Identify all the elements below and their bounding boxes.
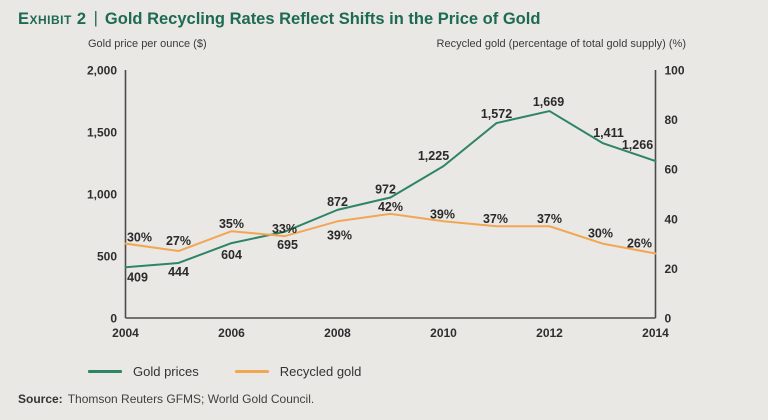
recycled-gold-data-label: 42% [378,200,403,214]
left-axis-tick-label: 1,500 [87,126,117,140]
gold-prices-data-label: 1,266 [622,138,653,152]
legend-item-gold-prices: Gold prices [88,364,199,379]
left-axis-tick-label: 1,000 [87,188,117,202]
x-axis-tick-label: 2012 [536,326,563,340]
left-axis-tick-label: 2,000 [87,64,117,78]
page-title: Gold Recycling Rates Reflect Shifts in t… [104,10,541,28]
recycled-gold-data-label: 33% [272,222,297,236]
recycled-gold-data-label: 37% [537,212,562,226]
x-axis-tick-label: 2014 [642,326,669,340]
recycled-gold-data-label: 27% [166,234,191,248]
gold-prices-line [124,110,657,269]
x-axis-tick-label: 2010 [430,326,457,340]
gold-prices-data-label: 1,225 [418,149,449,163]
right-axis-title: Recycled gold (percentage of total gold … [436,38,686,50]
recycled-gold-data-label: 30% [127,231,152,245]
x-axis-tick-label: 2006 [218,326,245,340]
recycled-gold-swatch [234,370,269,373]
source-note: Source: Thomson Reuters GFMS; World Gold … [18,392,314,406]
right-axis-tick-label: 0 [665,312,672,326]
exhibit-title: Exhibit 2 | Gold Recycling Rates Reflect S… [18,9,541,29]
gold-prices-data-label: 1,669 [533,95,564,109]
legend-label-recycled-gold: Recycled gold [279,364,362,379]
gold-prices-data-label: 444 [168,265,189,279]
gold-prices-data-label: 872 [327,195,348,209]
x-axis-tick-label: 2008 [324,326,351,340]
gold-prices-data-label: 695 [277,238,298,252]
legend-label-gold-prices: Gold prices [133,364,199,379]
gold-prices-data-label: 1,572 [481,107,512,121]
exhibit-label: Exhibit 2 [18,10,87,28]
gold-prices-swatch [88,370,122,373]
recycled-gold-data-label: 26% [627,237,652,251]
recycled-gold-data-label: 35% [219,217,244,231]
recycled-gold-data-label: 30% [588,227,613,241]
recycled-gold-data-label: 39% [327,228,352,242]
right-axis-tick-label: 20 [665,262,679,276]
legend: Gold prices Recycled gold [88,364,361,379]
right-axis-tick-label: 40 [665,212,679,226]
left-axis-tick-label: 0 [110,312,117,326]
source-text: Thomson Reuters GFMS; World Gold Council… [67,392,315,406]
recycled-gold-line [124,212,657,255]
left-axis-tick-label: 500 [97,250,117,264]
gold-prices-data-label: 1,411 [593,126,624,140]
title-separator: | [93,9,98,27]
right-axis-tick-label: 60 [665,163,679,177]
left-axis-title: Gold price per ounce ($) [88,38,207,50]
recycled-gold-data-label: 37% [483,212,508,226]
recycled-gold-data-label: 39% [430,207,455,221]
gold-prices-data-label: 604 [221,248,242,262]
x-axis-tick-label: 2004 [112,326,139,340]
gold-prices-data-label: 409 [127,270,148,284]
legend-item-recycled-gold: Recycled gold [234,364,362,379]
right-axis-tick-label: 100 [665,64,685,78]
source-prefix: Source: [18,392,63,406]
right-axis-tick-label: 80 [665,113,679,127]
gold-prices-data-label: 972 [375,182,396,196]
